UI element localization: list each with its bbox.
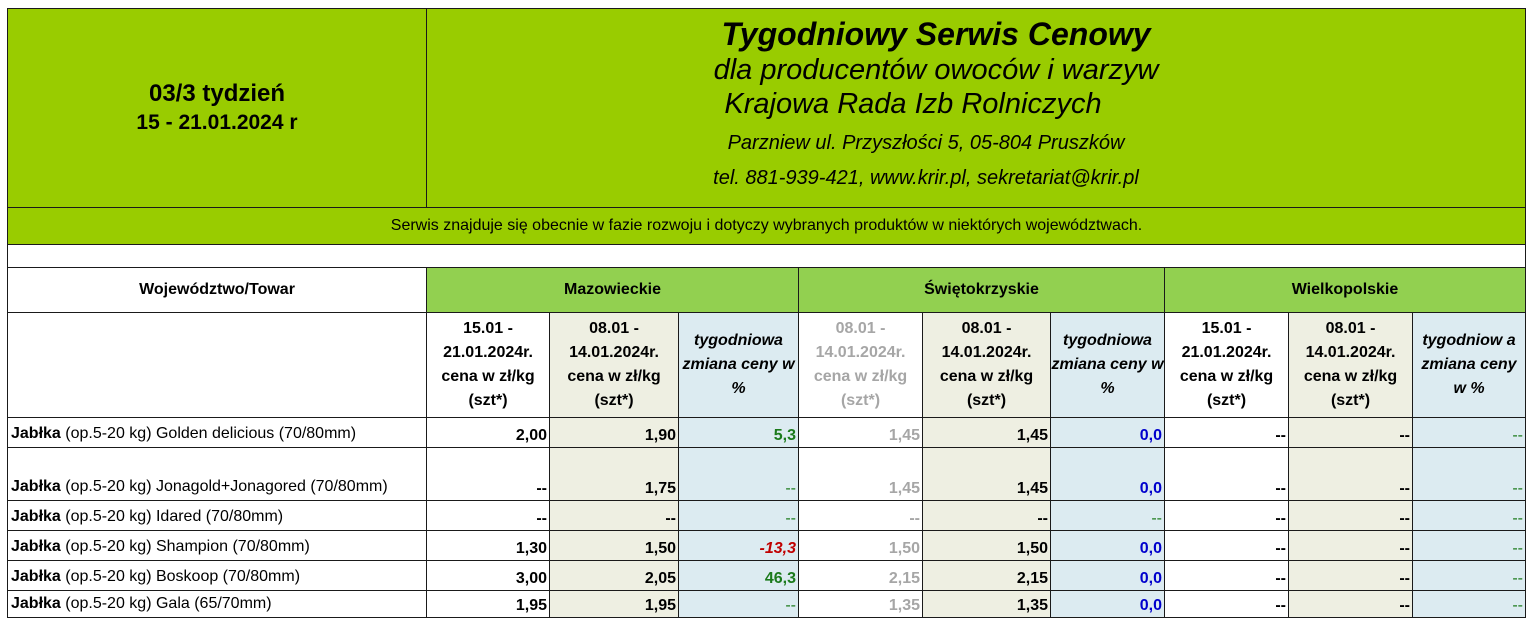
price-cell: 2,15	[922, 560, 1051, 591]
change-cell: --	[1412, 530, 1526, 561]
price-cell: 1,95	[549, 590, 679, 618]
change-cell: 0,0	[1050, 447, 1165, 501]
column-header: 15.01 - 21.01.2024r. cena w zł/kg (szt*)	[1164, 312, 1289, 418]
price-cell: --	[1288, 500, 1413, 531]
price-cell: --	[1288, 417, 1413, 448]
price-cell: --	[1288, 590, 1413, 618]
price-cell: --	[922, 500, 1051, 531]
product-column-header	[7, 312, 427, 418]
price-cell: 1,50	[798, 530, 923, 561]
price-cell: 1,50	[922, 530, 1051, 561]
service-subtitle: dla producentów owoców i warzyw	[713, 54, 1159, 86]
column-header: 08.01 - 14.01.2024r. cena w zł/kg (szt*)	[549, 312, 679, 418]
region-wielkopolskie: Wielkopolskie	[1164, 267, 1526, 313]
price-cell: 2,05	[549, 560, 679, 591]
spacer-row	[7, 244, 1526, 268]
table-row: Jabłka (op.5-20 kg) Golden delicious (70…	[7, 417, 1526, 448]
change-cell: -13,3	[678, 530, 799, 561]
price-cell: 1,95	[426, 590, 550, 618]
price-cell: 1,45	[798, 417, 923, 448]
organization-contact: tel. 881-939-421, www.krir.pl, sekretari…	[713, 167, 1139, 189]
change-cell: --	[1412, 590, 1526, 618]
table-row: Jabłka (op.5-20 kg) Boskoop (70/80mm) 3,…	[7, 560, 1526, 591]
table-row: Jabłka (op.5-20 kg) Gala (65/70mm) 1,95 …	[7, 590, 1526, 618]
price-cell: 2,00	[426, 417, 550, 448]
price-cell: --	[1164, 417, 1289, 448]
product-name: Jabłka (op.5-20 kg) Jonagold+Jonagored (…	[7, 447, 427, 501]
price-cell: 1,45	[922, 417, 1051, 448]
price-cell: --	[1164, 530, 1289, 561]
column-header: 08.01 - 14.01.2024r. cena w zł/kg (szt*)	[798, 312, 923, 418]
change-cell: 0,0	[1050, 417, 1165, 448]
product-name: Jabłka (op.5-20 kg) Golden delicious (70…	[7, 417, 427, 448]
column-header: 15.01 - 21.01.2024r. cena w zł/kg (szt*)	[426, 312, 550, 418]
price-cell: --	[1164, 560, 1289, 591]
price-cell: --	[1164, 590, 1289, 618]
price-cell: 1,45	[922, 447, 1051, 501]
change-cell: 0,0	[1050, 530, 1165, 561]
column-header: tygodniow a zmiana ceny w %	[1412, 312, 1526, 418]
title-cell: Tygodniowy Serwis Cenowy dla producentów…	[426, 8, 1526, 208]
product-name: Jabłka (op.5-20 kg) Idared (70/80mm)	[7, 500, 427, 531]
price-cell: --	[1164, 500, 1289, 531]
price-sheet: 03/3 tydzień 15 - 21.01.2024 r Tygodniow…	[7, 8, 1526, 618]
product-name: Jabłka (op.5-20 kg) Gala (65/70mm)	[7, 590, 427, 618]
product-name: Jabłka (op.5-20 kg) Boskoop (70/80mm)	[7, 560, 427, 591]
service-title: Tygodniowy Serwis Cenowy	[721, 16, 1151, 52]
table-row: Jabłka (op.5-20 kg) Jonagold+Jonagored (…	[7, 447, 1526, 501]
change-cell: 46,3	[678, 560, 799, 591]
region-product-header: Województwo/Towar	[7, 267, 427, 313]
price-cell: --	[798, 500, 923, 531]
region-mazowieckie: Mazowieckie	[426, 267, 799, 313]
change-cell: --	[1412, 417, 1526, 448]
price-cell: --	[1288, 530, 1413, 561]
change-cell: --	[678, 590, 799, 618]
region-swietokrzyskie: Świętokrzyskie	[798, 267, 1165, 313]
column-header: tygodniowa zmiana ceny w %	[1050, 312, 1165, 418]
column-header: 08.01 - 14.01.2024r. cena w zł/kg (szt*)	[922, 312, 1051, 418]
price-cell: --	[549, 500, 679, 531]
price-cell: 1,35	[922, 590, 1051, 618]
change-cell: --	[678, 500, 799, 531]
column-header: tygodniowa zmiana ceny w %	[678, 312, 799, 418]
price-cell: 1,35	[798, 590, 923, 618]
price-cell: 3,00	[426, 560, 550, 591]
price-cell: 1,90	[549, 417, 679, 448]
change-cell: --	[1412, 500, 1526, 531]
organization-name: Krajowa Rada Izb Rolniczych	[724, 88, 1102, 120]
table-row: Jabłka (op.5-20 kg) Shampion (70/80mm) 1…	[7, 530, 1526, 561]
change-cell: --	[1412, 447, 1526, 501]
week-label: 03/3 tydzień	[148, 80, 286, 107]
change-cell: --	[1050, 500, 1165, 531]
price-cell: 1,30	[426, 530, 550, 561]
change-cell: 5,3	[678, 417, 799, 448]
price-cell: --	[1288, 447, 1413, 501]
organization-address: Parzniew ul. Przyszłości 5, 05-804 Prusz…	[727, 132, 1125, 154]
product-name: Jabłka (op.5-20 kg) Shampion (70/80mm)	[7, 530, 427, 561]
week-cell: 03/3 tydzień 15 - 21.01.2024 r	[7, 8, 427, 208]
price-cell: --	[1164, 447, 1289, 501]
price-cell: 2,15	[798, 560, 923, 591]
price-cell: 1,50	[549, 530, 679, 561]
price-cell: 1,75	[549, 447, 679, 501]
change-cell: 0,0	[1050, 590, 1165, 618]
price-cell: 1,45	[798, 447, 923, 501]
price-cell: --	[426, 500, 550, 531]
price-cell: --	[1288, 560, 1413, 591]
development-notice: Serwis znajduje się obecnie w fazie rozw…	[7, 207, 1526, 245]
change-cell: --	[678, 447, 799, 501]
week-dates: 15 - 21.01.2024 r	[136, 111, 298, 134]
table-row: Jabłka (op.5-20 kg) Idared (70/80mm) -- …	[7, 500, 1526, 531]
change-cell: 0,0	[1050, 560, 1165, 591]
change-cell: --	[1412, 560, 1526, 591]
price-cell: --	[426, 447, 550, 501]
column-header: 08.01 - 14.01.2024r. cena w zł/kg (szt*)	[1288, 312, 1413, 418]
